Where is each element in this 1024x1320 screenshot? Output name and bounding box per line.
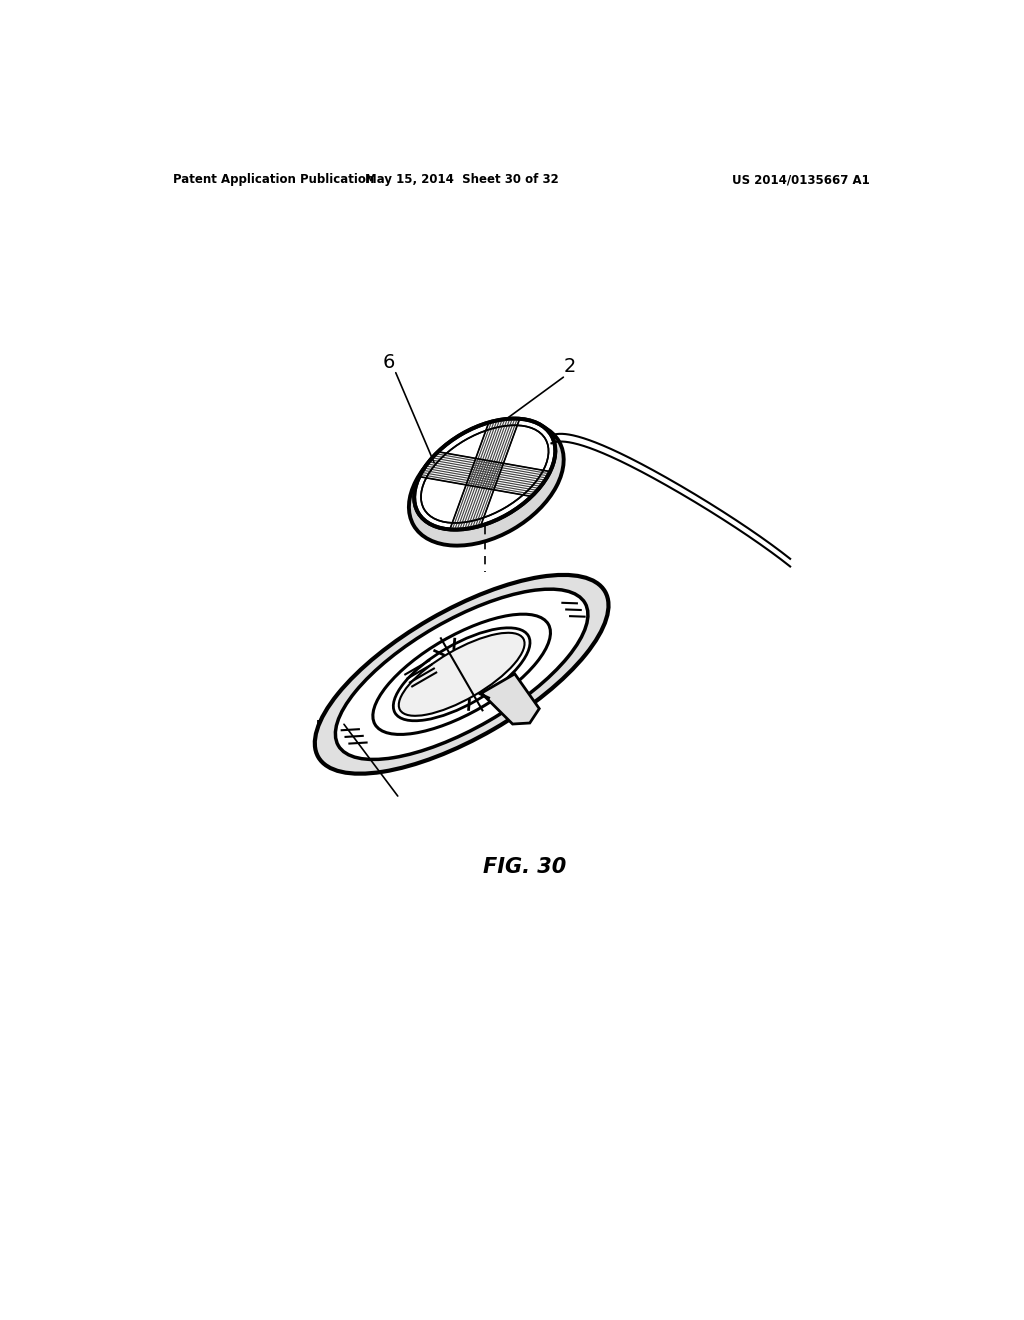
Text: May 15, 2014  Sheet 30 of 32: May 15, 2014 Sheet 30 of 32 — [365, 173, 558, 186]
Text: FIG. 30: FIG. 30 — [483, 857, 566, 876]
Ellipse shape — [373, 614, 551, 734]
Ellipse shape — [314, 576, 608, 774]
Ellipse shape — [398, 632, 524, 715]
Text: 2: 2 — [563, 356, 575, 376]
Text: US 2014/0135667 A1: US 2014/0135667 A1 — [731, 173, 869, 186]
Ellipse shape — [393, 628, 530, 721]
Text: 51: 51 — [314, 718, 339, 738]
Ellipse shape — [336, 589, 588, 759]
Ellipse shape — [414, 418, 555, 529]
Polygon shape — [481, 675, 540, 725]
Text: Patent Application Publication: Patent Application Publication — [173, 173, 374, 186]
Ellipse shape — [409, 421, 563, 545]
Ellipse shape — [421, 425, 549, 523]
Text: 6: 6 — [382, 352, 394, 372]
